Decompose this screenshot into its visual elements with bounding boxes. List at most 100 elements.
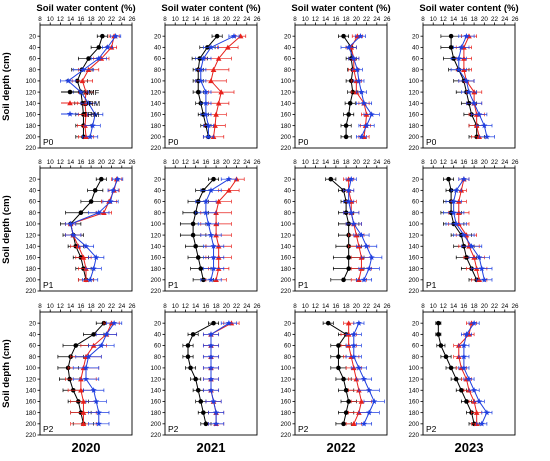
data-point [465,375,473,382]
series-line [67,322,105,424]
data-point [207,387,215,393]
y-tick-label: 40 [29,332,37,339]
data-point [460,175,467,182]
y-tick-label: 80 [284,354,292,361]
y-tick-label: 40 [284,332,292,339]
data-point [481,276,488,283]
data-point [453,220,460,227]
y-tick-label: 60 [154,56,162,63]
data-point [215,198,222,204]
y-tick-label: 220 [280,145,291,152]
series-nmf [322,320,357,427]
series-line [448,179,478,281]
plot-label: P1 [426,280,437,290]
data-point [465,88,473,95]
legend-marker [66,110,74,117]
data-point [448,33,454,39]
data-point [355,364,362,371]
plot-frame [422,311,516,436]
y-tick-label: 200 [150,421,161,428]
y-tick-label: 160 [25,255,36,262]
data-point [82,364,90,371]
data-point [358,88,365,95]
x-tick-label: 24 [501,303,509,310]
data-point [345,198,352,205]
y-tick-label: 20 [284,320,292,327]
plot-frame [39,311,133,436]
data-point [463,331,470,337]
data-point [92,188,98,193]
y-tick-label: 200 [150,134,161,141]
x-tick-label: 26 [128,16,136,23]
data-point [80,66,87,73]
y-tick-label: 60 [412,343,420,350]
x-tick-label: 24 [243,16,251,23]
y-tick-label: 20 [154,33,162,40]
series-nmf [338,33,359,140]
x-tick-label: 24 [118,303,126,310]
data-point [345,187,352,193]
x-tick-label: 22 [108,159,116,166]
x-tick-label: 22 [363,303,371,310]
y-tick-label: 180 [25,410,36,417]
x-tick-label: 8 [38,16,42,23]
x-tick-label: 14 [450,303,458,310]
data-point [202,198,209,205]
x-tick-label: 10 [172,16,180,23]
y-tick-label: 100 [408,78,419,85]
data-point [459,387,464,393]
y-tick-label: 180 [25,266,36,273]
y-tick-label: 40 [154,332,162,339]
data-point [207,276,215,283]
x-tick-label: 16 [77,159,85,166]
series-line [463,35,480,137]
y-tick-label: 120 [25,232,36,239]
y-tick-label: 220 [408,288,419,295]
data-point [80,398,87,404]
x-tick-label: 20 [223,303,231,310]
x-tick-label: 26 [253,303,261,310]
data-point [96,45,102,50]
data-point [483,133,490,140]
data-point [355,319,362,326]
data-point [360,420,368,427]
data-point [92,111,99,118]
x-tick-label: 24 [373,303,381,310]
y-tick-label: 200 [150,277,161,284]
y-tick-label: 220 [408,432,419,439]
data-point [190,332,196,337]
x-tick-label: 20 [223,16,231,23]
data-point [207,353,215,360]
series-line [210,322,232,424]
data-point [371,398,378,405]
y-tick-label: 80 [29,67,37,74]
data-point [100,33,105,39]
data-point [190,232,196,238]
y-tick-label: 100 [150,365,161,372]
data-point [346,399,351,404]
x-tick-label: 10 [430,303,438,310]
series-trm [195,175,237,283]
y-tick-label: 20 [29,176,37,183]
y-tick-label: 140 [150,243,161,250]
y-tick-label: 180 [25,123,36,130]
x-tick-label: 22 [491,159,499,166]
data-point [438,343,444,348]
x-tick-label: 22 [233,303,241,310]
data-point [93,398,100,405]
data-point [478,420,485,427]
x-tick-label: 18 [213,159,221,166]
y-tick-label: 60 [412,199,420,206]
y-tick-label: 20 [412,320,420,327]
y-tick-label: 220 [25,145,36,152]
series-line [330,178,350,281]
x-tick-label: 12 [57,303,65,310]
x-tick-label: 12 [312,303,320,310]
x-axis-title: Soil water content (%) [161,3,260,14]
data-point [185,343,191,348]
data-point [343,123,349,128]
y-tick-label: 40 [284,188,292,195]
x-tick-label: 18 [213,16,221,23]
plot-frame [422,24,516,149]
data-point [214,33,220,39]
